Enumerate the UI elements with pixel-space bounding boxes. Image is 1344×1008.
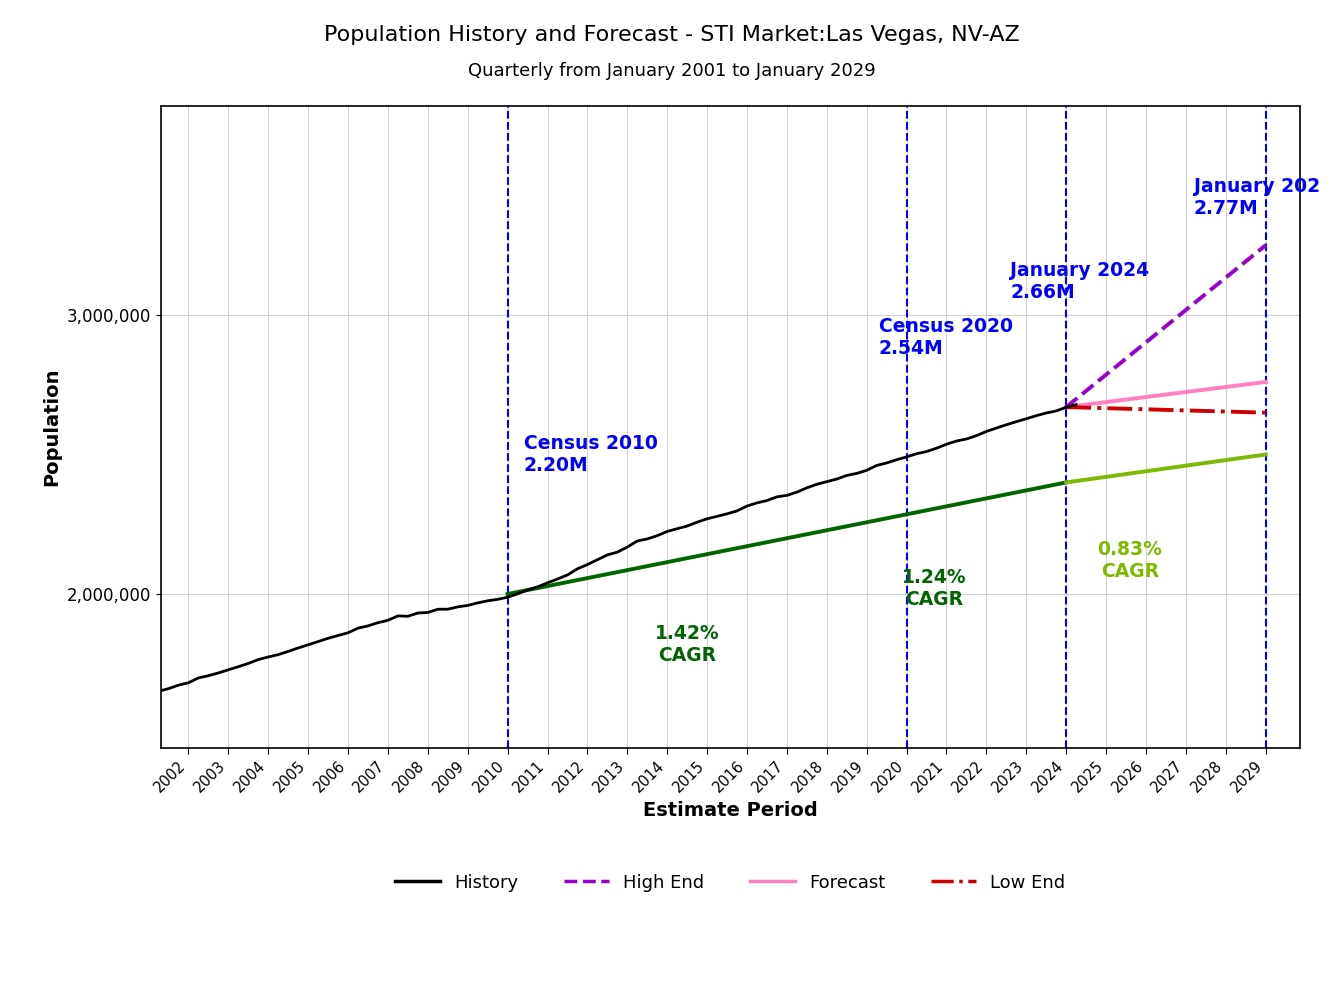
Text: Census 2010
2.20M: Census 2010 2.20M <box>524 434 657 475</box>
Text: January 202
2.77M: January 202 2.77M <box>1193 177 1320 219</box>
Text: Quarterly from January 2001 to January 2029: Quarterly from January 2001 to January 2… <box>468 62 876 81</box>
Text: Population History and Forecast - STI Market:Las Vegas, NV-AZ: Population History and Forecast - STI Ma… <box>324 25 1020 45</box>
Text: 1.42%
CAGR: 1.42% CAGR <box>655 624 719 664</box>
Text: 1.24%
CAGR: 1.24% CAGR <box>902 568 966 609</box>
X-axis label: Estimate Period: Estimate Period <box>642 800 817 820</box>
Text: 0.83%
CAGR: 0.83% CAGR <box>1098 540 1163 581</box>
Y-axis label: Population: Population <box>42 367 60 486</box>
Legend: History, High End, Forecast, Low End: History, High End, Forecast, Low End <box>387 867 1073 899</box>
Text: Census 2020
2.54M: Census 2020 2.54M <box>879 317 1012 358</box>
Text: January 2024
2.66M: January 2024 2.66M <box>1011 261 1149 302</box>
